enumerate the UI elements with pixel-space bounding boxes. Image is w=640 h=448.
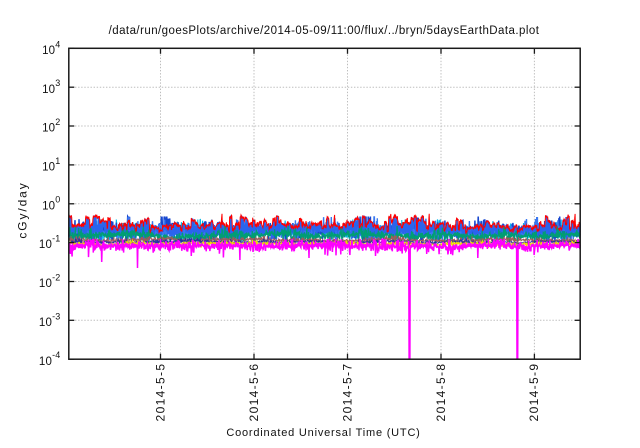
svg-text:Coordinated Universal Time (UT: Coordinated Universal Time (UTC) [226, 427, 420, 439]
svg-text:100: 100 [42, 195, 60, 213]
svg-text:101: 101 [42, 156, 60, 174]
svg-text:10-3: 10-3 [39, 311, 61, 329]
svg-text:cGy/day: cGy/day [16, 181, 30, 238]
svg-text:104: 104 [42, 39, 60, 57]
svg-text:2014-5-9: 2014-5-9 [527, 363, 541, 422]
svg-text:103: 103 [42, 78, 60, 96]
svg-text:102: 102 [42, 117, 60, 135]
svg-text:2014-5-5: 2014-5-5 [153, 363, 167, 422]
svg-text:2014-5-8: 2014-5-8 [434, 363, 448, 422]
svg-text:2014-5-7: 2014-5-7 [340, 363, 354, 422]
svg-text:/data/run/goesPlots/archive/20: /data/run/goesPlots/archive/2014-05-09/1… [109, 25, 540, 37]
svg-text:10-4: 10-4 [39, 350, 61, 368]
svg-text:2014-5-6: 2014-5-6 [247, 363, 261, 422]
svg-text:10-1: 10-1 [39, 234, 61, 252]
svg-text:10-2: 10-2 [39, 273, 61, 291]
